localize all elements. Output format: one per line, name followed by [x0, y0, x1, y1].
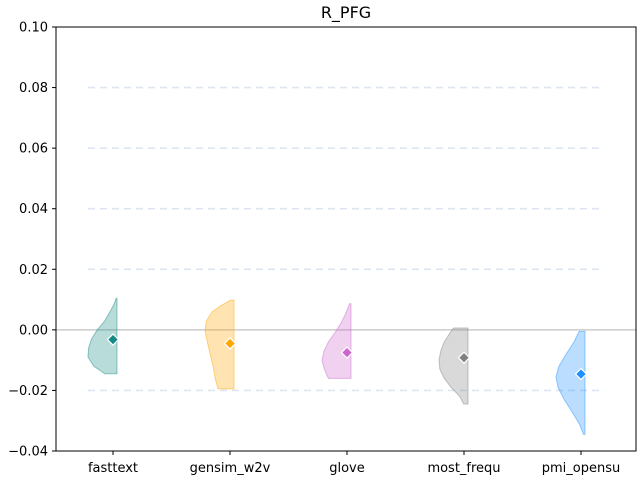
violins: [87, 297, 586, 435]
y-tick-label: 0.06: [19, 142, 48, 157]
violin-pmi_opensu: [555, 330, 586, 435]
marker-pmi_opensu: [574, 367, 588, 381]
x-tick-label: fasttext: [88, 461, 138, 476]
marker-fasttext: [106, 333, 120, 346]
y-tick-label: 0.10: [19, 21, 48, 36]
x-tick-label: most_frequ: [427, 461, 500, 476]
y-tick-label: −0.02: [8, 384, 48, 399]
violin-gensim_w2v: [204, 299, 235, 390]
violin-glove: [321, 303, 352, 379]
y-axis-ticks: −0.04 −0.02 0.00 0.02 0.04 0.06 0.08 0.10: [8, 21, 56, 460]
violin-most_frequ: [438, 327, 469, 405]
x-axis-ticks: fasttext gensim_w2v glove most_frequ pmi_ope…: [88, 451, 620, 476]
y-tick-label: 0.00: [19, 323, 48, 338]
x-tick-label: pmi_opensu: [542, 461, 620, 476]
y-tick-label: −0.04: [8, 445, 48, 460]
y-tick-label: 0.04: [19, 202, 48, 217]
chart-title: R_PFG: [321, 3, 371, 23]
grid-lines: [88, 86, 604, 392]
plot-frame: [55, 26, 637, 452]
marker-glove: [340, 346, 354, 359]
marker-gensim_w2v: [223, 337, 237, 350]
x-tick-label: glove: [329, 461, 365, 476]
y-tick-label: 0.08: [19, 81, 48, 96]
violin-fasttext: [87, 297, 118, 375]
marker-most_frequ: [457, 351, 471, 365]
y-tick-label: 0.02: [19, 263, 48, 278]
mean-markers: [106, 333, 588, 381]
x-tick-label: gensim_w2v: [190, 461, 271, 476]
